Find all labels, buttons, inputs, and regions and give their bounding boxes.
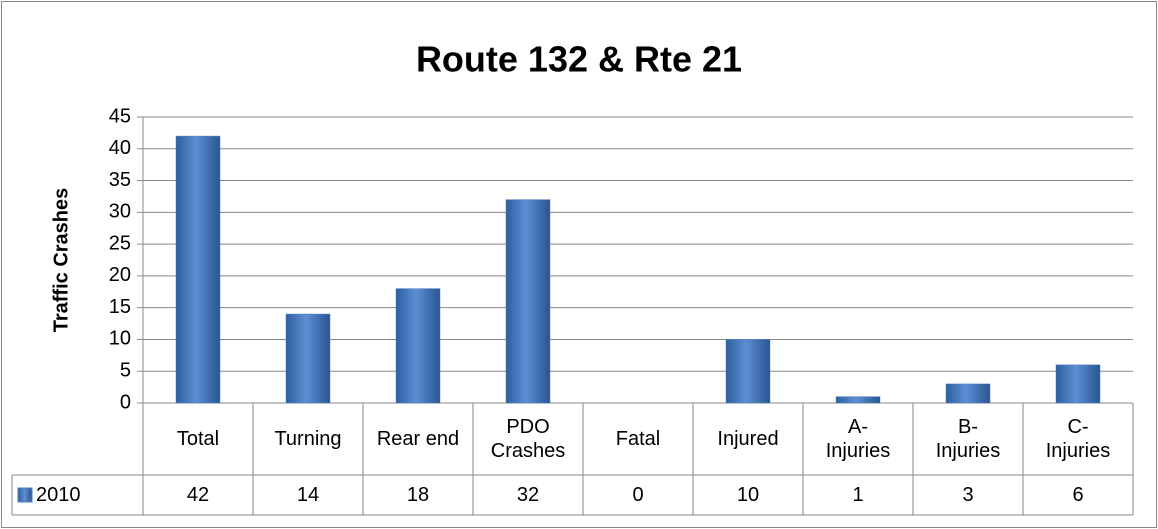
table-value: 1	[852, 484, 864, 506]
table-value: 18	[406, 484, 430, 506]
y-tick-label: 5	[120, 360, 131, 382]
y-tick-label: 20	[109, 264, 131, 286]
y-axis-label: Traffic Crashes	[50, 188, 72, 333]
bar	[285, 313, 331, 404]
y-tick-label: 35	[109, 169, 131, 191]
table-value: 10	[736, 484, 760, 506]
category-label: PDO Crashes	[490, 416, 566, 462]
y-tick-label: 0	[120, 391, 131, 413]
category-label: Fatal	[615, 428, 661, 450]
bar	[395, 288, 441, 404]
category-label: Total	[176, 428, 220, 450]
table-value: 3	[962, 484, 974, 506]
y-tick-label: 30	[109, 201, 131, 223]
y-tick-label: 10	[109, 328, 131, 350]
legend-label: 2010	[36, 484, 81, 506]
bar	[725, 339, 771, 404]
category-label: C- Injuries	[1045, 416, 1111, 462]
y-tick-label: 25	[109, 232, 131, 254]
category-label: Rear end	[376, 428, 460, 450]
table-value: 14	[296, 484, 320, 506]
table-value: 6	[1072, 484, 1084, 506]
table-value: 32	[516, 484, 540, 506]
category-label: B- Injuries	[935, 416, 1001, 462]
table-value: 0	[632, 484, 644, 506]
legend-key	[17, 487, 33, 503]
table-value: 42	[186, 484, 210, 506]
y-tick-label: 40	[109, 137, 131, 159]
category-label: Injured	[717, 428, 779, 450]
chart-title: Route 132 & Rte 21	[416, 39, 742, 80]
category-label: Turning	[274, 428, 342, 450]
category-label: A- Injuries	[825, 416, 891, 462]
y-tick-label: 45	[109, 105, 131, 127]
bar	[835, 396, 881, 404]
bar	[945, 383, 991, 404]
bar	[1055, 364, 1101, 404]
bar	[505, 199, 551, 404]
y-tick-label: 15	[109, 296, 131, 318]
bar	[175, 135, 221, 404]
